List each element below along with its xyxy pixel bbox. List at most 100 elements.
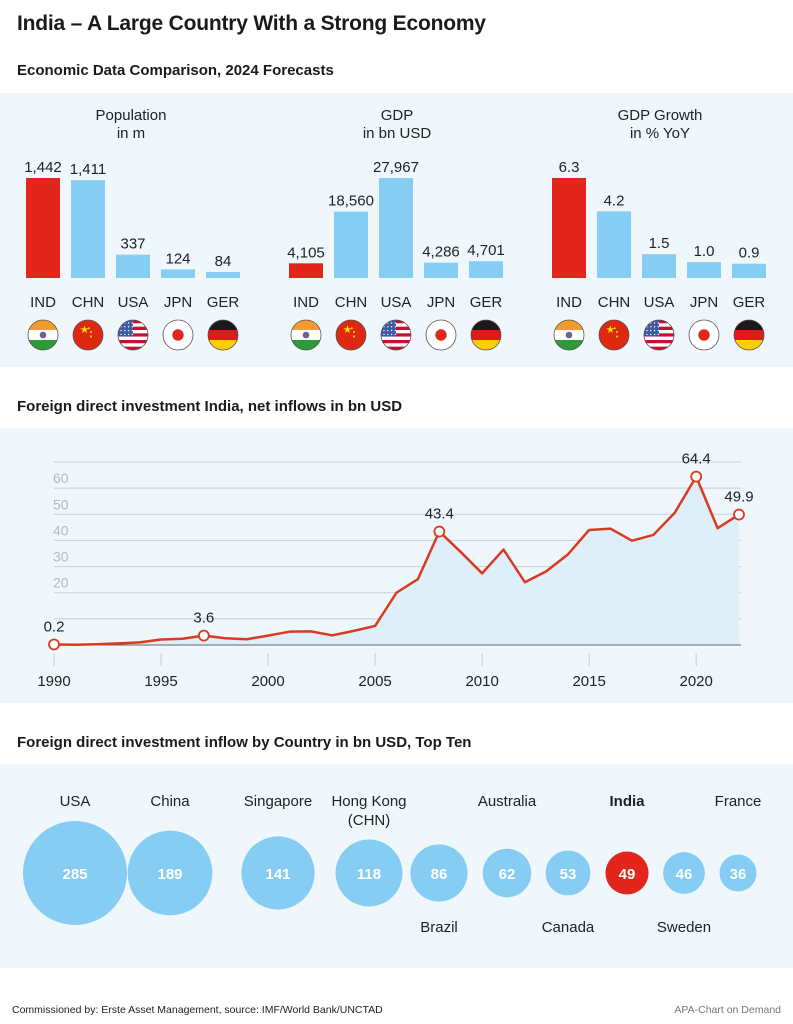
y-tick-label: 40 [53,522,69,538]
y-tick-label: 60 [53,470,69,486]
china-flag-icon: ★ [73,320,103,350]
svg-text:★: ★ [606,324,616,336]
bubble-india: 49 India [605,793,649,895]
china-flag-icon: ★ [336,320,366,350]
svg-text:★: ★ [80,324,90,336]
source-note: Commissioned by: Erste Asset Management,… [12,1004,383,1016]
bubble [410,844,468,902]
bar-value-label: 337 [120,236,145,253]
category-label: USA [644,294,675,311]
bubble-country-label: Sweden [657,919,711,936]
category-label: IND [293,294,319,311]
data-point-marker [48,638,60,651]
bubble-value: 141 [265,866,290,883]
bubble-country-label: Canada [542,919,595,936]
bar-value-label: 18,560 [328,193,374,210]
x-tick-label: 1995 [144,673,177,690]
bubble [23,821,127,925]
bubble-country-label: USA [60,793,91,810]
japan-flag-icon [426,320,456,350]
bubble [127,830,213,916]
bubble-value: 49 [619,866,636,883]
india-flag-icon [291,320,321,350]
category-label: GER [733,294,766,311]
data-point-label: 49.9 [724,489,753,506]
bubble-canada: 53 Canada [542,850,595,936]
fdi-area [54,476,739,645]
bar-value-label: 4,286 [422,244,460,261]
main-title: India – A Large Country With a Strong Ec… [17,12,486,35]
credit-note: APA-Chart on Demand [674,1004,781,1016]
bar-ger [206,272,240,278]
fdi-line [53,475,740,646]
bubble-australia: 62 Australia [478,793,537,898]
data-point-label: 3.6 [193,610,214,627]
bar-chart-subtitle: in % YoY [630,125,690,142]
data-point-marker [197,629,210,642]
bubble-country-label: (CHN) [348,812,391,829]
bubble-value: 118 [357,866,381,883]
bubble-country-label: Brazil [420,919,458,936]
category-label: IND [30,294,56,311]
bubble-country-label: India [609,793,645,810]
bar-jpn [161,269,195,278]
bubble-value: 86 [431,866,448,883]
bar-jpn [424,262,458,278]
bar-chn [71,180,105,278]
bar-value-label: 84 [215,253,232,270]
category-label: GER [470,294,503,311]
category-label: USA [118,294,149,311]
usa-flag-icon [118,320,148,350]
bar-ger [469,261,503,278]
bar-chn [597,211,631,278]
category-label: CHN [335,294,368,311]
bar-ger [732,263,766,278]
bubble-country-label: Singapore [244,793,312,810]
svg-text:★: ★ [343,324,353,336]
category-label: IND [556,294,582,311]
bubble-china: 189 China [127,793,213,916]
bar-chn [334,211,368,278]
bar-value-label: 4,701 [467,242,505,259]
bar-value-label: 4,105 [287,244,325,261]
bubble-value: 62 [499,866,516,883]
bubble-sweden: 46 Sweden [657,852,711,936]
x-tick-label: 2020 [680,673,713,690]
bubble [663,852,705,894]
bubble-country-label: Australia [478,793,537,810]
bubble-singapore: 141 Singapore [241,793,315,910]
bar-chart-subtitle: in bn USD [363,125,432,142]
category-label: CHN [72,294,105,311]
bubble-country-label: France [715,793,762,810]
usa-flag-icon [381,320,411,350]
germany-flag-icon [734,320,764,350]
fdi-line-chart: 20 30 40 50 60 1990 1995 2000 2005 2010 2015 2020 0.… [37,451,753,690]
bar-value-label: 1.5 [649,235,670,252]
x-tick-label: 1990 [37,673,70,690]
bar-value-label: 6.3 [559,159,580,176]
bubble [545,850,591,896]
section3-title: Foreign direct investment inflow by Coun… [17,734,472,751]
bubble-france: 36 France [715,793,762,892]
economic-comparison-panel: Population in m 1,442 IND 1,411 CHN ★ 337 USA 124… [0,93,793,367]
bubble-country-label: Hong Kong [331,793,406,810]
bubble [335,839,403,907]
category-label: CHN [598,294,631,311]
y-tick-label: 20 [53,575,69,591]
bar-usa [642,254,676,278]
fdi-bubble-panel: 285 USA 189 China 141 Singapore 118 Hong Kong (C… [0,764,793,968]
data-point-label: 0.2 [44,618,65,635]
category-label: JPN [164,294,192,311]
y-tick-label: 30 [53,549,69,565]
x-tick-label: 2005 [358,673,391,690]
germany-flag-icon [208,320,238,350]
bar-chart-subtitle: in m [117,125,145,142]
bubble [605,851,649,895]
bubble-country-label: China [150,793,190,810]
bubble-value: 189 [157,866,182,883]
data-point-marker [733,508,745,521]
bubble-hong-kong-chn-: 118 Hong Kong (CHN) [331,793,407,907]
bar-ind [289,263,323,278]
